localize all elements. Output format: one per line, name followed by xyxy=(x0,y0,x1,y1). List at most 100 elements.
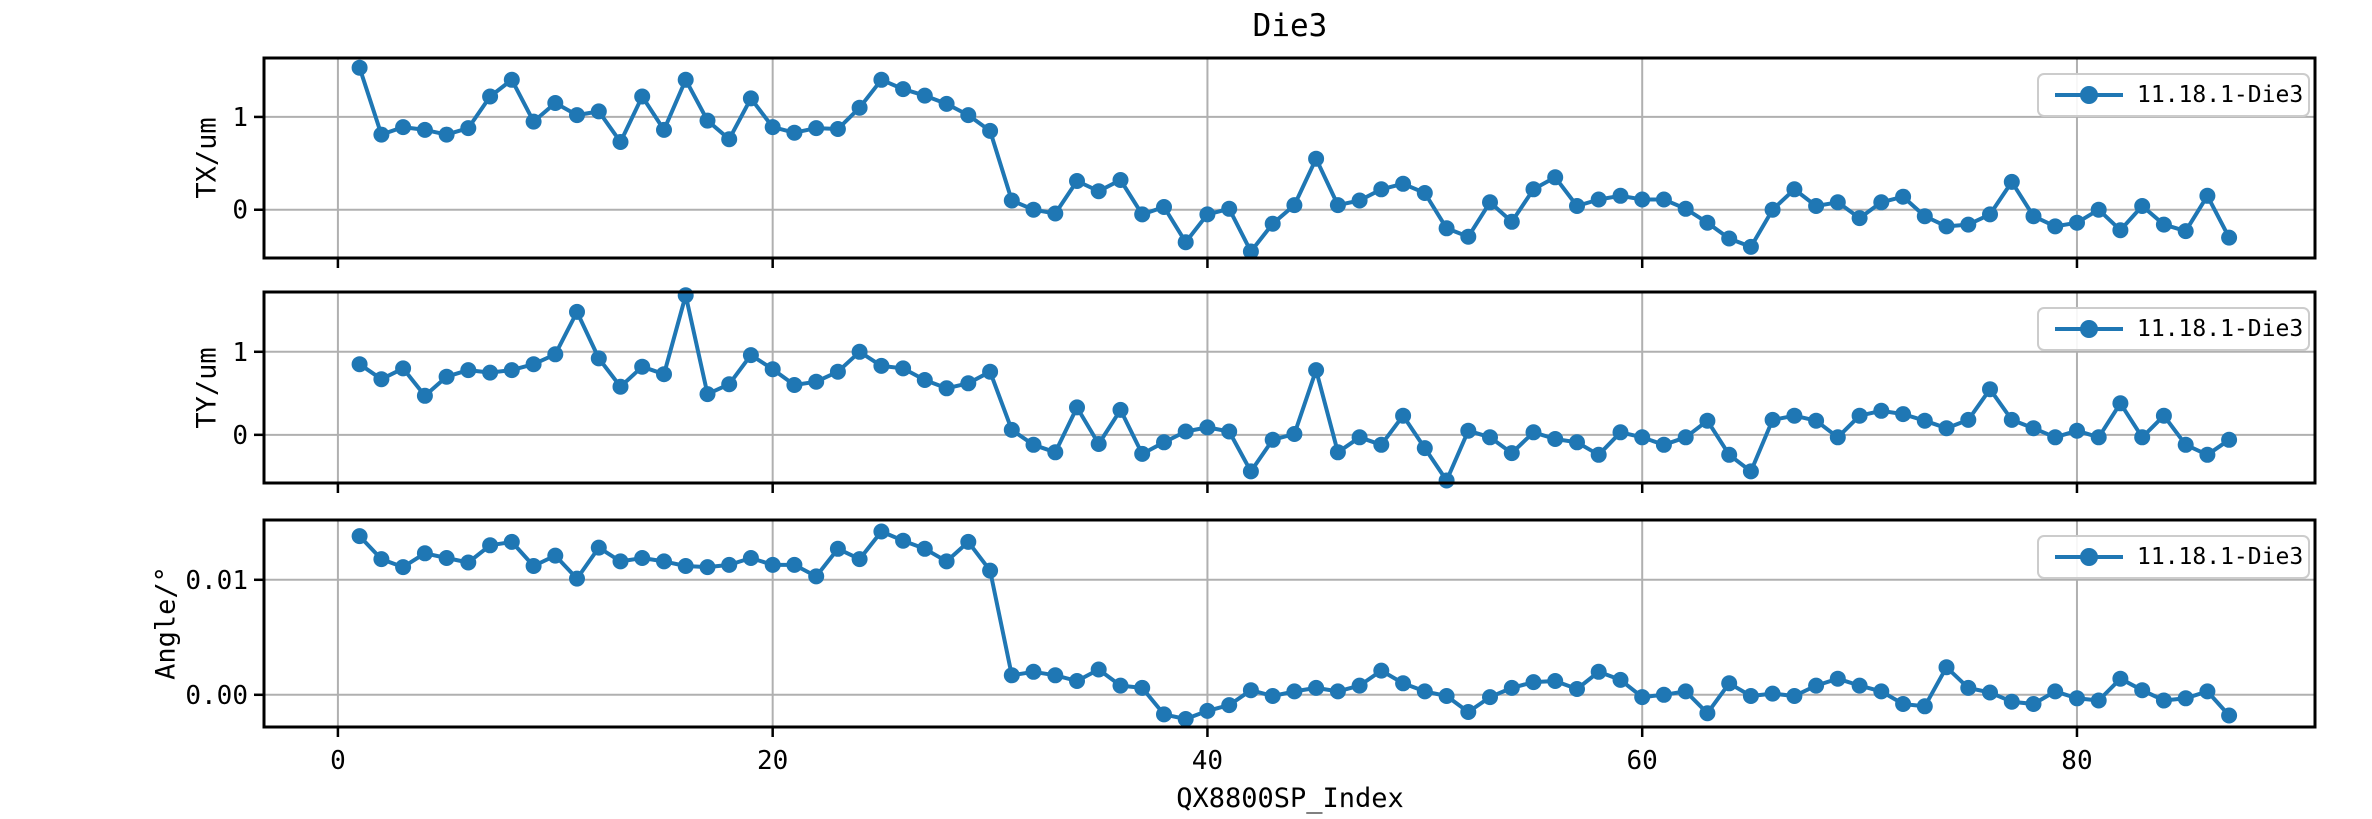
data-point xyxy=(1438,688,1455,704)
data-point xyxy=(1786,181,1803,198)
data-point xyxy=(1416,683,1433,700)
data-point xyxy=(1264,215,1281,232)
data-point xyxy=(2090,429,2107,446)
data-point xyxy=(1329,197,1346,214)
data-point xyxy=(1025,201,1042,218)
subplot-0: 01 xyxy=(232,56,2317,268)
data-point xyxy=(2025,420,2042,437)
data-point xyxy=(1851,210,1868,227)
data-point xyxy=(1395,407,1412,424)
data-point xyxy=(2069,214,2085,231)
data-point xyxy=(547,547,564,564)
data-point xyxy=(2199,187,2216,204)
data-point xyxy=(2177,690,2194,707)
data-point xyxy=(2003,173,2020,190)
legend-marker-icon xyxy=(2055,86,2123,104)
data-point xyxy=(916,372,933,388)
data-point xyxy=(1634,191,1651,208)
data-point xyxy=(612,553,629,570)
data-point xyxy=(1829,670,1846,687)
data-point xyxy=(1699,214,1716,231)
data-point xyxy=(547,95,564,111)
data-point xyxy=(1655,686,1672,703)
data-point xyxy=(829,121,846,137)
data-point xyxy=(1808,412,1825,429)
data-point xyxy=(895,532,912,549)
data-point xyxy=(503,362,520,379)
data-point xyxy=(1373,662,1390,679)
data-point xyxy=(2069,690,2085,707)
data-point xyxy=(982,363,999,380)
data-point xyxy=(677,71,694,88)
subplot-1: 01 xyxy=(232,287,2317,493)
data-point xyxy=(786,124,803,141)
data-point xyxy=(1156,434,1172,451)
data-point xyxy=(1873,683,1890,700)
data-point xyxy=(677,287,694,304)
data-point xyxy=(2112,670,2129,687)
data-point xyxy=(2003,411,2020,428)
data-point xyxy=(764,556,781,573)
data-point xyxy=(742,550,759,566)
y-axis-label-angle: Angle/° xyxy=(150,566,182,680)
data-point xyxy=(1655,191,1672,208)
x-axis-label: QX8800SP_Index xyxy=(1176,783,1404,814)
data-point xyxy=(1612,424,1629,441)
data-point xyxy=(1177,234,1194,251)
data-point xyxy=(1242,463,1259,480)
data-point xyxy=(2047,218,2064,235)
data-point xyxy=(482,88,499,105)
data-point xyxy=(438,550,455,566)
data-point xyxy=(1351,192,1368,209)
x-tick-label: 0 xyxy=(330,746,346,776)
data-point xyxy=(1286,197,1303,214)
data-point xyxy=(1699,705,1716,722)
data-point xyxy=(1982,684,1998,701)
axes-spines xyxy=(262,56,2317,260)
data-point xyxy=(416,545,433,562)
data-point xyxy=(1503,679,1520,696)
data-point xyxy=(634,88,651,105)
axes-spines xyxy=(262,518,2317,729)
data-point xyxy=(525,113,542,130)
data-point xyxy=(1590,663,1607,680)
data-point xyxy=(1199,206,1216,223)
data-point xyxy=(590,350,607,367)
data-point xyxy=(569,303,585,320)
data-point xyxy=(1047,667,1064,684)
data-point xyxy=(351,59,368,76)
data-point xyxy=(1438,472,1455,489)
data-point xyxy=(1895,406,1912,423)
data-point xyxy=(982,122,999,139)
data-point xyxy=(1025,663,1042,680)
data-point xyxy=(677,558,694,574)
data-point xyxy=(1416,185,1433,201)
data-point xyxy=(699,386,716,403)
data-point xyxy=(721,131,738,148)
data-point xyxy=(873,71,890,88)
data-point xyxy=(1938,420,1955,437)
data-point xyxy=(1873,402,1890,419)
data-point xyxy=(1938,218,1955,235)
data-point xyxy=(438,368,455,385)
data-point xyxy=(1090,436,1107,452)
data-point xyxy=(1460,228,1477,245)
data-point xyxy=(2134,429,2151,446)
data-point xyxy=(373,126,390,143)
data-point xyxy=(1482,689,1498,706)
data-point xyxy=(1199,702,1216,719)
data-point xyxy=(569,570,585,587)
data-point xyxy=(1634,429,1651,446)
data-point xyxy=(438,126,455,143)
data-point xyxy=(960,375,977,392)
data-point xyxy=(1308,150,1325,167)
y-tick-label: 0.01 xyxy=(185,566,248,596)
axes-spines xyxy=(262,290,2317,485)
data-point xyxy=(699,112,716,129)
y-axis-label-ty: TY/um xyxy=(191,347,223,429)
data-point xyxy=(656,366,672,383)
data-point xyxy=(895,81,912,98)
y-tick-label: 1 xyxy=(232,338,248,368)
data-point xyxy=(1829,429,1846,446)
